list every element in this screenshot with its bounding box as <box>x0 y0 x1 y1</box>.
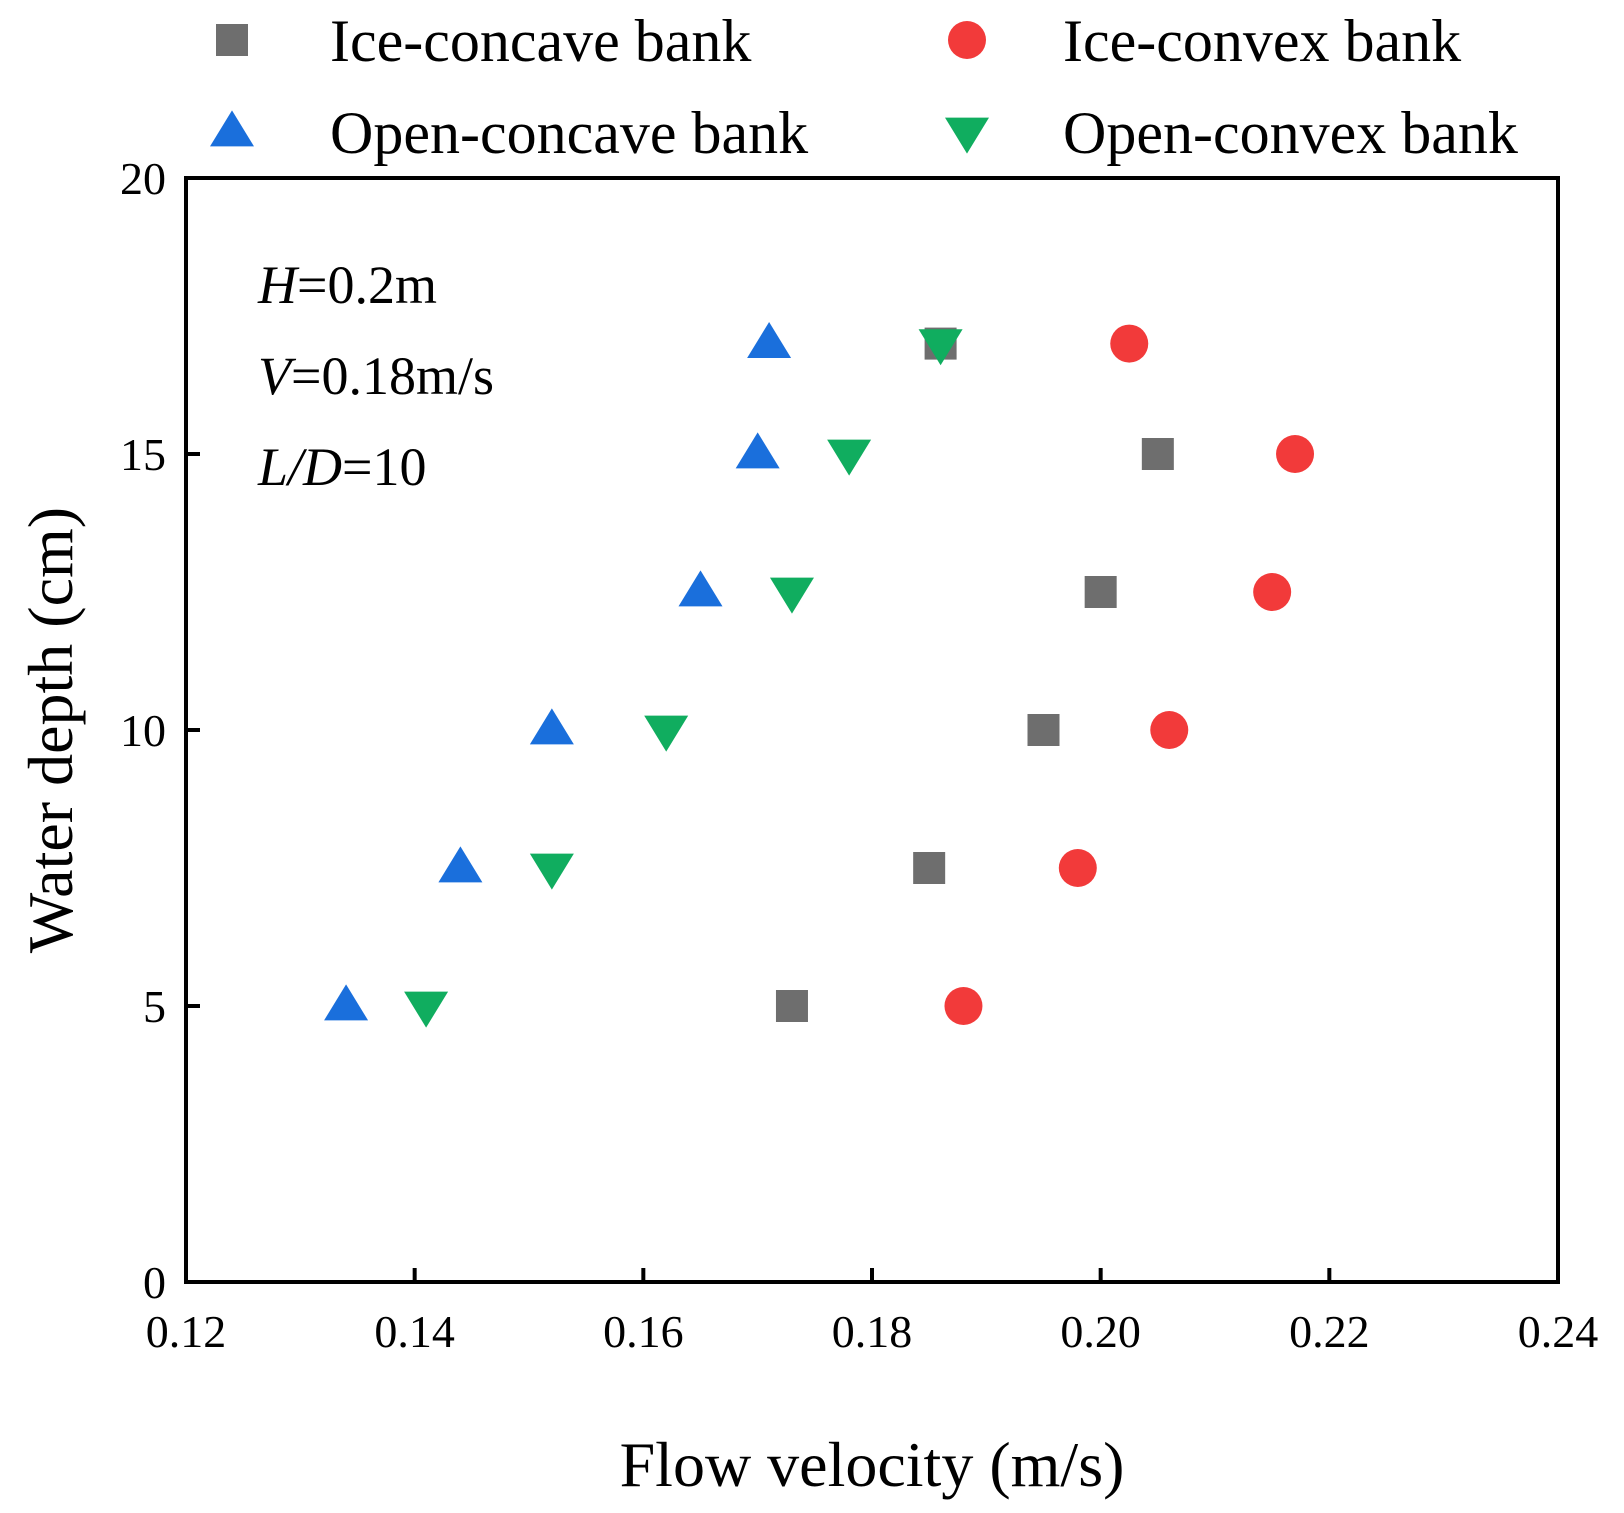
legend-square-icon <box>216 24 248 56</box>
legend-marker-square <box>216 24 248 56</box>
legend-item-ice-convex: Ice-convex bank <box>948 8 1461 74</box>
x-axis-ticks: 0.12 0.14 0.16 0.18 0.20 0.22 0.24 <box>146 1268 1599 1357</box>
x-tick-label: 0.16 <box>603 1306 684 1357</box>
y-axis-title: Water depth (cm) <box>15 507 86 953</box>
point-open-concave-bank <box>678 570 723 607</box>
x-tick-label: 0.20 <box>1060 1306 1141 1357</box>
point-open-concave-bank <box>735 432 780 469</box>
annotation-h-value: =0.2m <box>297 255 437 315</box>
x-tick-label: 0.12 <box>146 1306 227 1357</box>
x-tick-label: 0.22 <box>1289 1306 1370 1357</box>
legend-triangle-up-icon <box>210 110 254 147</box>
annotation-ld: L/D=10 <box>257 437 427 497</box>
point-ice-concave-bank <box>775 990 808 1022</box>
x-tick-label: 0.18 <box>832 1306 913 1357</box>
y-tick-label: 0 <box>143 1257 166 1308</box>
legend-triangle-down-icon <box>945 117 989 154</box>
point-ice-convex-bank <box>1110 324 1149 363</box>
point-open-convex-bank <box>404 991 449 1028</box>
point-open-concave-bank <box>324 984 369 1021</box>
x-tick-label: 0.24 <box>1518 1306 1599 1357</box>
plot-frame <box>184 176 1560 1284</box>
annotation-h: H=0.2m <box>257 255 437 315</box>
point-ice-convex-bank <box>1253 573 1292 611</box>
y-axis-ticks: 0 5 10 15 20 <box>120 153 200 1308</box>
legend-marker-circle <box>948 21 986 59</box>
data-points <box>324 322 1315 1028</box>
point-ice-concave-bank <box>913 852 946 884</box>
legend-circle-icon <box>948 21 986 59</box>
point-open-concave-bank <box>438 846 483 883</box>
point-open-concave-bank <box>529 708 574 745</box>
legend-marker-triangle-up <box>210 110 254 147</box>
legend-label-ice-convex: Ice-convex bank <box>1063 8 1461 74</box>
point-ice-concave-bank <box>1027 714 1060 746</box>
legend: Ice-concave bank Ice-convex bank Open-co… <box>210 8 1518 166</box>
point-open-convex-bank <box>644 715 689 752</box>
legend-label-ice-concave: Ice-concave bank <box>330 8 751 74</box>
point-ice-concave-bank <box>1141 438 1174 470</box>
x-axis-title: Flow velocity (m/s) <box>620 1429 1125 1500</box>
x-tick-label: 0.14 <box>374 1306 455 1357</box>
point-ice-convex-bank <box>944 987 983 1025</box>
annotation-h-symbol: H <box>257 255 300 315</box>
point-ice-concave-bank <box>1084 576 1117 608</box>
point-open-convex-bank <box>918 329 963 366</box>
point-ice-convex-bank <box>1276 435 1315 473</box>
point-open-convex-bank <box>827 439 872 476</box>
point-ice-convex-bank <box>1058 849 1097 887</box>
annotation-v-value: =0.18m/s <box>291 346 494 406</box>
legend-marker-triangle-down <box>945 117 989 154</box>
point-open-convex-bank <box>769 577 814 614</box>
annotation-v-symbol: V <box>258 346 297 406</box>
point-ice-convex-bank <box>1150 711 1189 749</box>
annotation-v: V=0.18m/s <box>258 346 494 406</box>
annotation-ld-value: =10 <box>342 437 426 497</box>
y-tick-label: 5 <box>143 981 166 1032</box>
y-tick-label: 20 <box>120 153 166 204</box>
legend-item-open-convex: Open-convex bank <box>945 100 1518 166</box>
legend-item-open-concave: Open-concave bank <box>210 100 808 166</box>
point-open-concave-bank <box>747 322 792 358</box>
y-tick-label: 10 <box>120 705 166 756</box>
y-tick-label: 15 <box>120 429 166 480</box>
parameter-annotation: H=0.2m V=0.18m/s L/D=10 <box>257 255 494 497</box>
annotation-ld-symbol: L/D <box>257 437 342 497</box>
legend-item-ice-concave: Ice-concave bank <box>216 8 751 74</box>
legend-label-open-concave: Open-concave bank <box>330 100 808 166</box>
legend-label-open-convex: Open-convex bank <box>1063 100 1518 166</box>
point-open-convex-bank <box>529 853 574 890</box>
